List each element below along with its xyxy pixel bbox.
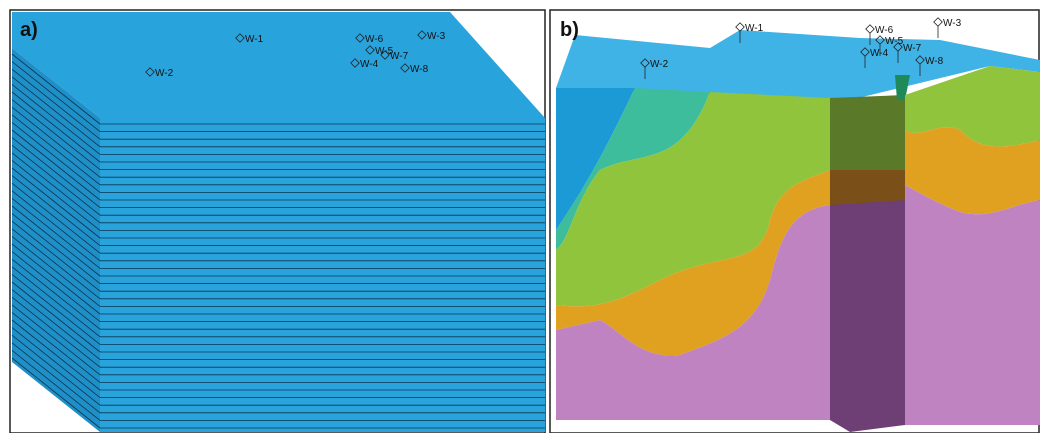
fence-inner (830, 95, 905, 180)
right-pink (905, 185, 1040, 425)
fence-pink-dark (830, 200, 905, 432)
well-label: W-4 (360, 59, 379, 70)
figure: a) W-1W-2W-3W-4W-5W-6W-7W-8 b) W-1W-2W-3… (0, 0, 1040, 433)
well-label: W-2 (650, 59, 669, 70)
well-label: W-2 (155, 68, 174, 79)
panel-label: a) (20, 19, 38, 41)
well-label: W-3 (943, 18, 962, 29)
well-label: W-6 (875, 25, 894, 36)
well-label: W-3 (427, 31, 446, 42)
panel-a: a) W-1W-2W-3W-4W-5W-6W-7W-8 (10, 10, 545, 433)
well-label: W-8 (410, 64, 429, 75)
well-label: W-4 (870, 48, 889, 59)
panel-b: b) W-1W-2W-3W-4W-5W-6W-7W-8 (550, 10, 1040, 433)
panel-label: b) (560, 19, 579, 41)
well-label: W-1 (245, 34, 264, 45)
well-label: W-1 (745, 23, 764, 34)
well-label: W-7 (390, 51, 409, 62)
well-label: W-6 (365, 34, 384, 45)
front-face (100, 118, 545, 432)
well-label: W-7 (903, 43, 922, 54)
well-label: W-8 (925, 56, 944, 67)
